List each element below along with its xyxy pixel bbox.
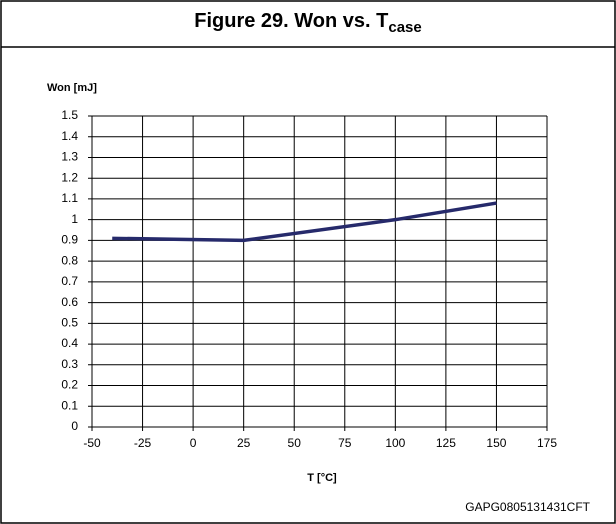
y-tick-label: 1.5 <box>61 108 78 122</box>
x-tick-label: 175 <box>537 436 557 450</box>
x-tick-label: 25 <box>237 436 251 450</box>
y-tick-label: 0.2 <box>61 378 78 392</box>
y-tick-label: 1 <box>71 212 78 226</box>
x-tick-label: 50 <box>288 436 302 450</box>
data-line <box>112 201 497 243</box>
y-tick-label: 0.4 <box>61 336 78 350</box>
y-tick-label: 1.4 <box>61 129 78 143</box>
y-tick-label: 1.1 <box>61 191 78 205</box>
y-tick-label: 0.9 <box>61 233 78 247</box>
y-tick-label: 0.8 <box>61 253 78 267</box>
y-tick-label: 0.7 <box>61 274 78 288</box>
y-tick-label: 0.1 <box>61 398 78 412</box>
x-tick-label: -25 <box>134 436 152 450</box>
title-main: Figure 29. Won vs. T <box>194 10 388 32</box>
title-subscript: case <box>388 19 421 36</box>
x-tick-label: 75 <box>338 436 352 450</box>
x-axis-label: T [°C] <box>307 472 337 484</box>
y-tick-label: 1.3 <box>61 150 78 164</box>
x-tick-label: -50 <box>83 436 101 450</box>
y-tick-label: 0.3 <box>61 357 78 371</box>
x-tick-label: 150 <box>486 436 506 450</box>
footnote: GAPG0805131431CFT <box>465 500 590 514</box>
y-tick-label: 1.2 <box>61 170 78 184</box>
chart-title: Figure 29. Won vs. Tcase <box>194 10 422 36</box>
x-tick-label: 125 <box>436 436 456 450</box>
y-tick-label: 0.5 <box>61 316 78 330</box>
y-tick-label: 0 <box>71 419 78 433</box>
x-tick-label: 0 <box>190 436 197 450</box>
x-tick-label: 100 <box>385 436 405 450</box>
y-tick-label: 0.6 <box>61 295 78 309</box>
y-axis-label: Won [mJ] <box>47 82 97 94</box>
